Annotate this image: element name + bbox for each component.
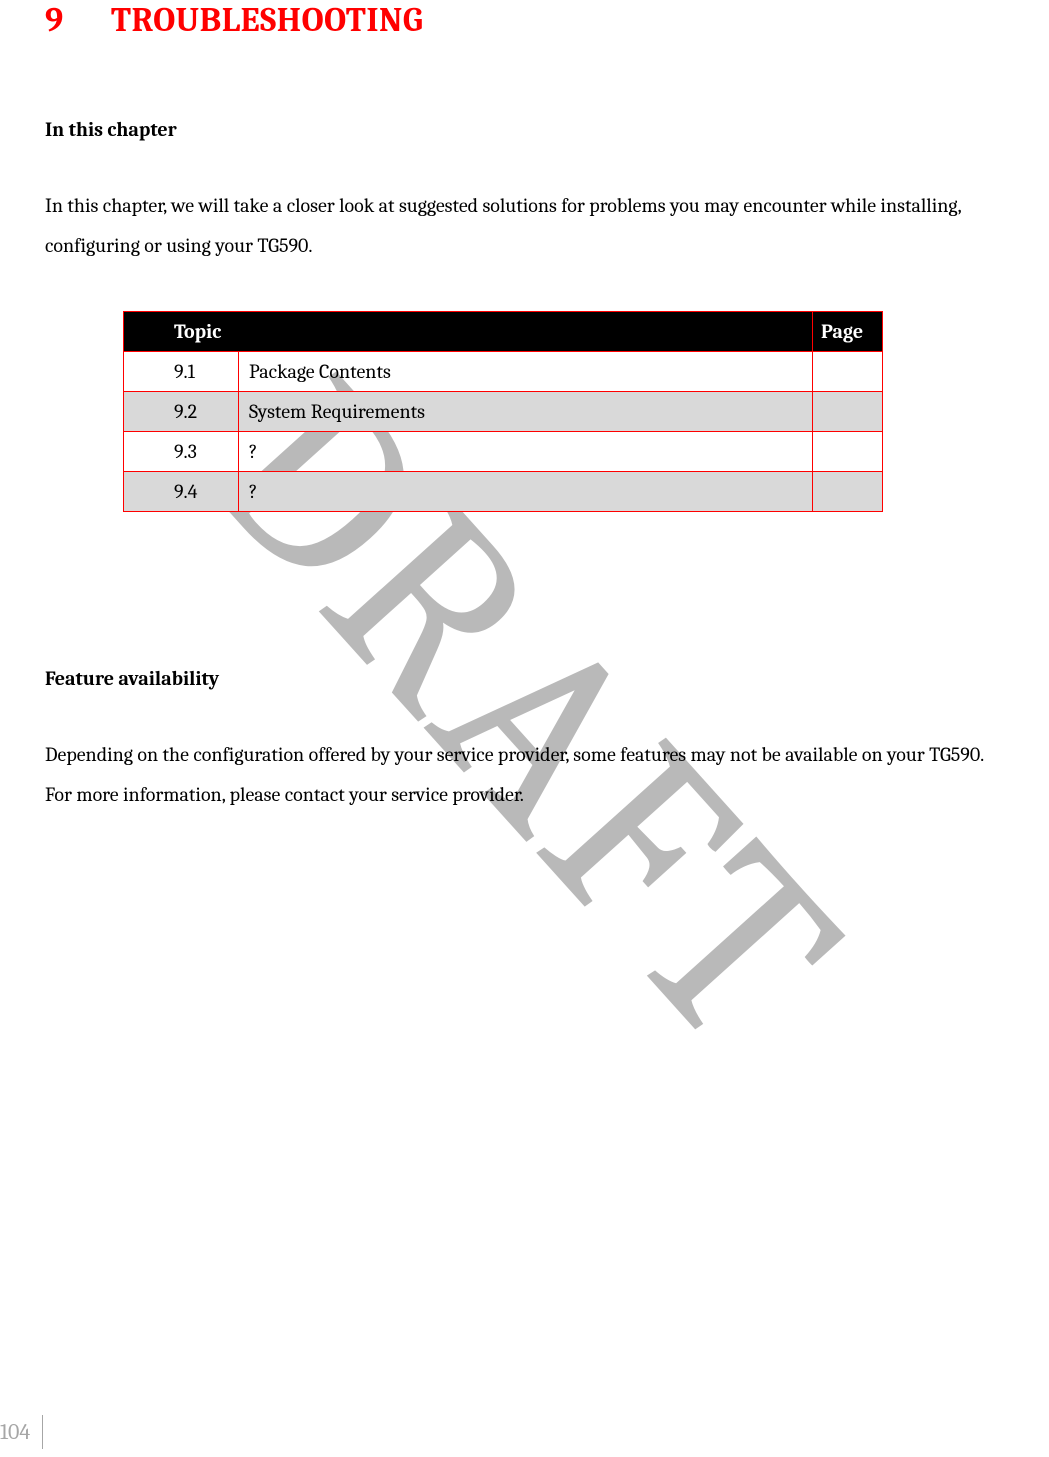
- section2-paragraph: Depending on the configuration offered b…: [45, 735, 1004, 815]
- table-row: 9.4 ?: [124, 472, 883, 512]
- chapter-number: 9: [45, 0, 111, 40]
- page-content: 9 TROUBLESHOOTING In this chapter In thi…: [0, 0, 1049, 815]
- table-header-row: Topic Page: [124, 312, 883, 352]
- row-num: 9.2: [124, 392, 239, 432]
- row-num: 9.4: [124, 472, 239, 512]
- page-number: 104: [0, 1415, 43, 1449]
- topic-table: Topic Page 9.1 Package Contents 9.2 Syst…: [123, 311, 883, 512]
- column-topic: Topic: [124, 312, 813, 352]
- table-row: 9.1 Package Contents: [124, 352, 883, 392]
- section1-paragraph: In this chapter, we will take a closer l…: [45, 186, 1004, 266]
- row-page: [813, 432, 883, 472]
- row-page: [813, 352, 883, 392]
- row-topic: System Requirements: [239, 392, 813, 432]
- chapter-title: TROUBLESHOOTING: [111, 0, 423, 40]
- row-page: [813, 392, 883, 432]
- table-row: 9.3 ?: [124, 432, 883, 472]
- row-topic: Package Contents: [239, 352, 813, 392]
- chapter-heading: 9 TROUBLESHOOTING: [45, 0, 1004, 40]
- row-topic: ?: [239, 472, 813, 512]
- section2-heading: Feature availability: [45, 667, 1004, 690]
- section1-heading: In this chapter: [45, 118, 1004, 141]
- row-topic: ?: [239, 432, 813, 472]
- row-num: 9.1: [124, 352, 239, 392]
- row-num: 9.3: [124, 432, 239, 472]
- table-row: 9.2 System Requirements: [124, 392, 883, 432]
- column-page: Page: [813, 312, 883, 352]
- row-page: [813, 472, 883, 512]
- page-footer: 104: [0, 1415, 43, 1449]
